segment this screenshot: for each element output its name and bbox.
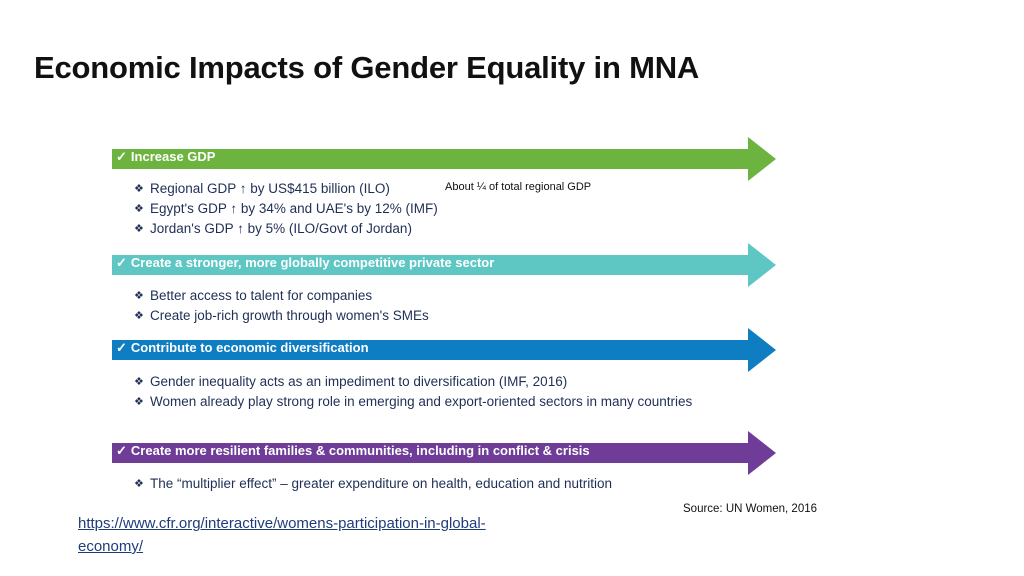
arrow-shape <box>112 431 776 475</box>
arrow-shape <box>112 137 776 181</box>
section-title: Create more resilient families & communi… <box>130 443 590 458</box>
section-title: Contribute to economic diversification <box>130 340 369 355</box>
list-item: ❖ Egypt's GDP ↑ by 34% and UAE's by 12% (… <box>134 199 438 219</box>
arrow-label: ✓ Create a stronger, more globally compet… <box>116 255 494 271</box>
bullet-list-resilient-families: ❖ The “multiplier effect” – greater expen… <box>134 474 612 494</box>
bullet-text: Better access to talent for companies <box>150 288 373 303</box>
arrow-diversification: ✓ Contribute to economic diversification <box>112 328 776 372</box>
list-item: ❖ The “multiplier effect” – greater expen… <box>134 474 612 494</box>
arrow-resilient-families: ✓ Create more resilient families & commun… <box>112 431 776 475</box>
list-item: ❖ Better access to talent for companies <box>134 286 429 306</box>
bullet-text: Women already play strong role in emergi… <box>150 394 693 409</box>
bullet-list-private-sector: ❖ Better access to talent for companies ❖… <box>134 286 429 326</box>
list-item: ❖ Jordan's GDP ↑ by 5% (ILO/Govt of Jorda… <box>134 219 438 239</box>
list-item: ❖ Gender inequality acts as an impediment… <box>134 372 720 392</box>
cfr-reference-link[interactable]: https://www.cfr.org/interactive/womens-p… <box>78 515 486 555</box>
diamond-bullet-icon: ❖ <box>134 478 144 490</box>
diamond-bullet-icon: ❖ <box>134 290 144 302</box>
section-title: Increase GDP <box>130 149 216 164</box>
list-item: ❖ Create job-rich growth through women's … <box>134 306 429 326</box>
diamond-bullet-icon: ❖ <box>134 310 144 322</box>
bullet-text: Gender inequality acts as an impediment … <box>150 374 568 389</box>
check-icon: ✓ <box>116 255 127 270</box>
gdp-note: About ¼ of total regional GDP <box>445 181 592 193</box>
arrow-increase-gdp: ✓ Increase GDP <box>112 137 776 181</box>
arrow-polygon <box>112 431 776 475</box>
check-icon: ✓ <box>116 340 127 355</box>
source-citation: Source: UN Women, 2016 <box>683 503 818 515</box>
bullet-list-increase-gdp: ❖ Regional GDP ↑ by US$415 billion (ILO) … <box>134 179 438 239</box>
arrow-private-sector: ✓ Create a stronger, more globally compet… <box>112 243 776 287</box>
bullet-text: Egypt's GDP ↑ by 34% and UAE's by 12% (I… <box>150 201 438 216</box>
section-title: Create a stronger, more globally competi… <box>130 255 495 270</box>
bullet-text: Regional GDP ↑ by US$415 billion (ILO) <box>150 181 390 196</box>
bullet-text: Jordan's GDP ↑ by 5% (ILO/Govt of Jordan… <box>150 221 412 236</box>
bullet-text: Create job-rich growth through women's S… <box>150 308 429 323</box>
arrow-polygon <box>112 243 776 287</box>
diamond-bullet-icon: ❖ <box>134 183 144 195</box>
arrow-polygon <box>112 328 776 372</box>
list-item: ❖ Women already play strong role in emerg… <box>134 394 720 410</box>
bullet-list-diversification: ❖ Gender inequality acts as an impediment… <box>134 372 720 410</box>
check-icon: ✓ <box>116 443 127 458</box>
diamond-bullet-icon: ❖ <box>134 396 144 408</box>
arrow-label: ✓ Increase GDP <box>116 149 215 165</box>
diamond-bullet-icon: ❖ <box>134 376 144 388</box>
diamond-bullet-icon: ❖ <box>134 203 144 215</box>
arrow-label: ✓ Create more resilient families & commun… <box>116 443 590 459</box>
arrow-label: ✓ Contribute to economic diversification <box>116 340 369 356</box>
check-icon: ✓ <box>116 149 127 164</box>
arrow-shape <box>112 328 776 372</box>
arrow-shape <box>112 243 776 287</box>
slide-title: Economic Impacts of Gender Equality in M… <box>34 50 700 85</box>
diamond-bullet-icon: ❖ <box>134 223 144 235</box>
bullet-text: The “multiplier effect” – greater expend… <box>150 476 613 491</box>
arrow-polygon <box>112 137 776 181</box>
list-item: ❖ Regional GDP ↑ by US$415 billion (ILO) <box>134 179 438 199</box>
